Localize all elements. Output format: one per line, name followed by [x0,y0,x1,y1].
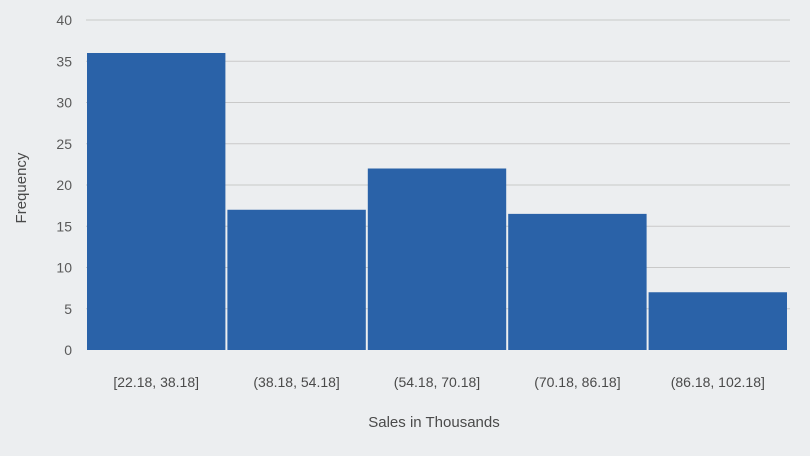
bar [227,209,366,350]
y-tick-label: 0 [64,342,72,358]
x-category-label: (38.18, 54.18] [253,374,339,390]
x-category-label: (70.18, 86.18] [534,374,620,390]
x-category-label: (54.18, 70.18] [394,374,480,390]
y-tick-label: 25 [56,136,72,152]
x-axis-title: Sales in Thousands [368,414,499,431]
bar [367,168,507,350]
y-tick-label: 20 [56,177,72,193]
y-tick-label: 40 [56,12,72,28]
x-category-labels: [22.18, 38.18] (38.18, 54.18] (54.18, 70.1… [113,374,765,390]
bar [508,213,647,350]
y-tick-label: 35 [56,53,72,69]
y-axis-title: Frequency [13,152,30,223]
bar [87,53,226,350]
y-tick-labels: 0 5 10 15 20 25 30 35 40 [56,12,72,358]
x-category-label: [22.18, 38.18] [113,374,199,390]
y-tick-label: 10 [56,260,72,276]
x-category-label: (86.18, 102.18] [671,374,765,390]
bar [648,292,787,350]
y-tick-label: 15 [56,218,72,234]
y-tick-label: 5 [64,301,72,317]
y-tick-label: 30 [56,95,72,111]
bars [87,53,787,350]
